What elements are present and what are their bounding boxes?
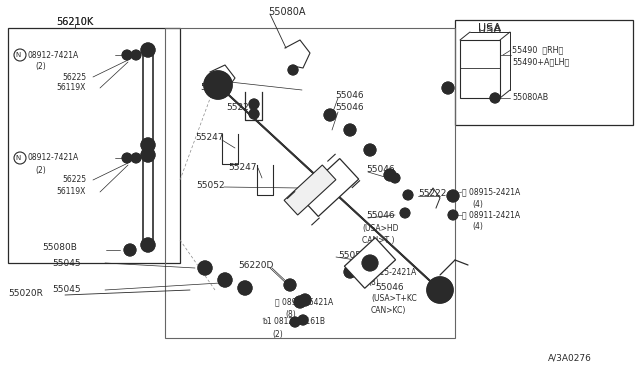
Text: 56210K: 56210K [56, 17, 93, 27]
Text: 55045: 55045 [52, 259, 81, 267]
Circle shape [122, 50, 132, 60]
Circle shape [364, 144, 376, 156]
Circle shape [290, 317, 300, 327]
Text: 55490  〈RH〉: 55490 〈RH〉 [512, 45, 563, 55]
Text: 55222: 55222 [418, 189, 446, 198]
Text: (4): (4) [472, 222, 483, 231]
Text: USA: USA [478, 23, 501, 33]
Bar [460, 40, 500, 98]
Text: USA: USA [478, 25, 501, 35]
Text: N: N [15, 52, 20, 58]
Circle shape [400, 208, 410, 218]
Text: (8): (8) [285, 310, 296, 318]
Text: 55490+A〈LH〉: 55490+A〈LH〉 [512, 58, 569, 67]
Text: Ⓦ 08915-2421A: Ⓦ 08915-2421A [462, 187, 520, 196]
Circle shape [490, 93, 500, 103]
Text: (USA>HD: (USA>HD [362, 224, 399, 232]
Text: 08912-7421A: 08912-7421A [28, 154, 79, 163]
Text: ⓝ 08911-2421A: ⓝ 08911-2421A [462, 211, 520, 219]
Text: (USA>T+KC: (USA>T+KC [371, 295, 417, 304]
Circle shape [131, 153, 141, 163]
Text: 56220D: 56220D [238, 262, 273, 270]
Polygon shape [344, 238, 396, 288]
Text: 56225: 56225 [62, 73, 86, 81]
Text: 55220: 55220 [226, 103, 255, 112]
Text: 55080B: 55080B [42, 244, 77, 253]
Circle shape [198, 261, 212, 275]
Text: 55080A: 55080A [268, 7, 305, 17]
Text: 55046: 55046 [375, 282, 404, 292]
Circle shape [447, 190, 459, 202]
Circle shape [324, 109, 336, 121]
Circle shape [384, 169, 396, 181]
Text: ␢1 08120-8161B: ␢1 08120-8161B [262, 317, 325, 327]
Circle shape [298, 315, 308, 325]
Circle shape [362, 255, 378, 271]
Text: 55046: 55046 [366, 166, 395, 174]
Text: (4): (4) [472, 201, 483, 209]
Text: 08912-7421A: 08912-7421A [28, 51, 79, 60]
Bar [165, 28, 455, 338]
Circle shape [249, 109, 259, 119]
Circle shape [122, 153, 132, 163]
Text: (2): (2) [35, 166, 45, 174]
Text: 55080AB: 55080AB [512, 93, 548, 103]
Bar [8, 28, 180, 263]
Circle shape [141, 43, 155, 57]
Circle shape [294, 296, 306, 308]
Circle shape [141, 138, 155, 152]
Text: N: N [15, 155, 20, 161]
Text: 55046: 55046 [335, 90, 364, 99]
Text: Ⓦ 08915-2421A: Ⓦ 08915-2421A [358, 267, 416, 276]
Text: 55046: 55046 [366, 211, 395, 219]
Bar [455, 20, 633, 125]
Text: (2): (2) [272, 330, 283, 339]
Text: CAN>T ): CAN>T ) [362, 235, 394, 244]
Circle shape [124, 244, 136, 256]
Text: 56119X: 56119X [56, 187, 85, 196]
Text: 55020R: 55020R [8, 289, 43, 298]
Text: CAN>KC): CAN>KC) [371, 307, 406, 315]
Circle shape [141, 148, 155, 162]
Text: (2): (2) [35, 62, 45, 71]
Text: (8): (8) [368, 279, 379, 288]
Circle shape [448, 210, 458, 220]
Text: 55247: 55247 [195, 134, 223, 142]
Circle shape [284, 279, 296, 291]
Circle shape [299, 294, 311, 306]
Circle shape [141, 238, 155, 252]
Circle shape [344, 266, 356, 278]
Circle shape [442, 82, 454, 94]
Text: 55240: 55240 [200, 83, 228, 93]
Circle shape [390, 173, 400, 183]
Circle shape [131, 50, 141, 60]
Text: 55045: 55045 [52, 285, 81, 295]
Text: A/3A0276: A/3A0276 [548, 353, 592, 362]
Text: 56225: 56225 [62, 176, 86, 185]
Text: ⓝ 08911-6421A: ⓝ 08911-6421A [275, 298, 333, 307]
Circle shape [218, 273, 232, 287]
Text: 55046: 55046 [335, 103, 364, 112]
Circle shape [249, 99, 259, 109]
Text: 56210K: 56210K [56, 17, 93, 27]
Circle shape [427, 277, 453, 303]
Circle shape [403, 190, 413, 200]
Text: 55247: 55247 [228, 163, 257, 171]
Text: 55054M: 55054M [338, 250, 374, 260]
Polygon shape [300, 158, 358, 217]
Text: 56119X: 56119X [56, 83, 85, 93]
Text: 55052: 55052 [196, 180, 225, 189]
Circle shape [204, 71, 232, 99]
Circle shape [288, 65, 298, 75]
Polygon shape [284, 165, 336, 215]
Circle shape [238, 281, 252, 295]
Circle shape [344, 124, 356, 136]
